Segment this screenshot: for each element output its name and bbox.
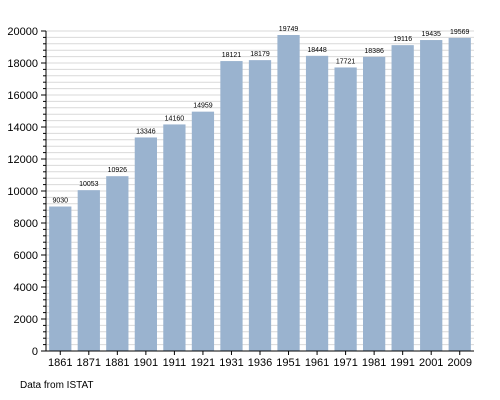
y-tick-label: 0 [32, 346, 38, 358]
bars [49, 35, 471, 352]
bar-1901 [134, 137, 157, 351]
x-axis-tick-labels: 1861 1871 1881 1901 1911 1921 1931 1936 1951 1961… [48, 357, 472, 369]
bar-1871 [77, 190, 100, 351]
bar-1971 [334, 67, 357, 352]
x-tick-label-1921: 1921 [191, 357, 215, 369]
y-axis-tick-labels: 0 2000 4000 6000 8000 10000 12000 14000 16000 180… [7, 26, 38, 358]
x-tick-label-2001: 2001 [419, 357, 443, 369]
data-label-1961: 18448 [307, 47, 327, 54]
y-tick-label: 2000 [14, 314, 38, 326]
bar-1911 [163, 124, 186, 351]
data-label-1936: 18179 [250, 51, 270, 58]
bar-1931 [220, 61, 243, 352]
x-tick-label-1971: 1971 [333, 357, 357, 369]
x-tick-label-1936: 1936 [248, 357, 272, 369]
data-label-1911: 14160 [165, 115, 185, 122]
x-tick-label-1911: 1911 [163, 357, 187, 369]
x-tick-label-1861: 1861 [48, 357, 72, 369]
data-label-1881: 10926 [108, 167, 128, 174]
y-tick-label: 6000 [14, 250, 38, 262]
y-tick-label: 4000 [14, 282, 38, 294]
data-label-1921: 14959 [193, 103, 213, 110]
data-label-1981: 18386 [364, 48, 384, 55]
x-tick-label-1981: 1981 [362, 357, 386, 369]
x-tick-label-1991: 1991 [390, 357, 414, 369]
bar-1936 [248, 60, 272, 352]
y-tick-label: 18000 [7, 58, 38, 70]
x-tick-label-1961: 1961 [305, 357, 329, 369]
data-label-1991: 19116 [393, 36, 412, 43]
x-tick-label-1901: 1901 [134, 357, 158, 369]
data-label-1871: 10053 [79, 181, 99, 188]
y-tick-label: 16000 [7, 90, 38, 102]
bar-1951 [277, 35, 300, 352]
data-label-1861: 9030 [52, 198, 68, 205]
data-labels: 9030 10053 10926 13346 14160 14959 18121 18179 1… [52, 26, 469, 205]
y-tick-label: 12000 [7, 154, 38, 166]
axes [41, 30, 474, 355]
data-label-1931: 18121 [222, 52, 242, 59]
x-tick-label-2009: 2009 [447, 357, 471, 369]
y-tick-label: 10000 [7, 186, 38, 198]
bar-1991 [391, 45, 414, 351]
data-label-1951: 19749 [279, 26, 299, 33]
bar-1881 [106, 176, 129, 351]
source-note: Data from ISTAT [20, 380, 94, 391]
data-label-2001: 19435 [421, 31, 441, 38]
x-tick-label-1931: 1931 [219, 357, 243, 369]
bar-2009 [448, 37, 471, 352]
x-tick-label-1881: 1881 [105, 357, 129, 369]
data-label-1971: 17721 [336, 58, 356, 65]
x-tick-label-1871: 1871 [77, 357, 101, 369]
bar-1961 [305, 55, 329, 351]
bar-1981 [363, 56, 386, 351]
bar-1861 [49, 206, 72, 351]
data-label-1901: 13346 [136, 128, 156, 135]
x-tick-label-1951: 1951 [276, 357, 300, 369]
y-tick-label: 14000 [7, 122, 38, 134]
y-tick-label: 8000 [14, 218, 38, 230]
y-tick-label: 20000 [7, 26, 38, 38]
bar-1921 [191, 111, 215, 351]
bar-2001 [420, 40, 443, 351]
data-label-2009: 19569 [450, 29, 470, 36]
